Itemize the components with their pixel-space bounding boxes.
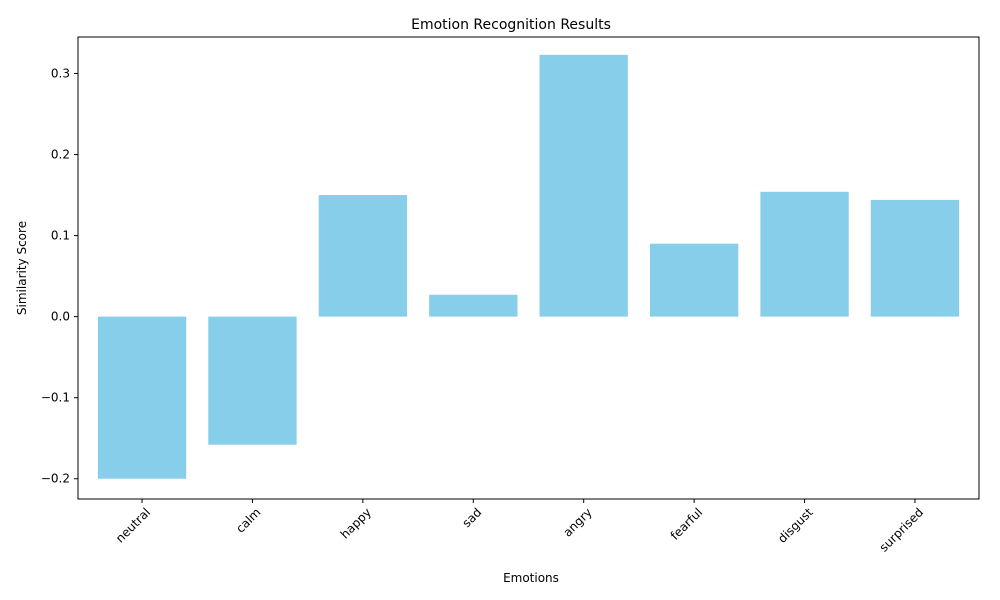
bar-disgust (760, 191, 849, 317)
y-tick-label: 0.1 (51, 229, 70, 243)
y-axis-label: Similarity Score (15, 221, 29, 315)
x-tick-label: calm (233, 505, 263, 535)
x-tick-label: neutral (113, 505, 153, 545)
bar-happy (318, 195, 408, 317)
bar-fearful (649, 243, 739, 317)
y-tick-label: −0.1 (41, 391, 70, 405)
y-tick-label: 0.0 (51, 310, 70, 324)
x-tick-label: surprised (877, 505, 926, 554)
y-tick-label: −0.2 (41, 472, 70, 486)
bar-calm (208, 316, 297, 445)
x-axis-ticks: neutral calm happy sad angry fearful disgust su… (113, 499, 926, 555)
x-tick-label: sad (459, 505, 484, 530)
bar-sad (429, 294, 518, 317)
plot-frame (77, 36, 980, 500)
bars-group (97, 54, 960, 479)
x-axis-label: Emotions (503, 571, 559, 585)
y-tick-label: 0.3 (51, 66, 70, 80)
x-tick-label: fearful (668, 505, 706, 543)
bar-neutral (97, 316, 187, 479)
x-tick-label: disgust (775, 505, 816, 546)
x-tick-label: angry (560, 505, 594, 539)
x-tick-label: happy (338, 505, 374, 541)
y-axis-ticks: −0.2 −0.1 0.0 0.1 0.2 0.3 (41, 66, 78, 486)
chart-title: Emotion Recognition Results (411, 17, 611, 33)
bar-angry (539, 54, 628, 317)
y-tick-label: 0.2 (51, 148, 70, 162)
bar-surprised (870, 199, 960, 317)
